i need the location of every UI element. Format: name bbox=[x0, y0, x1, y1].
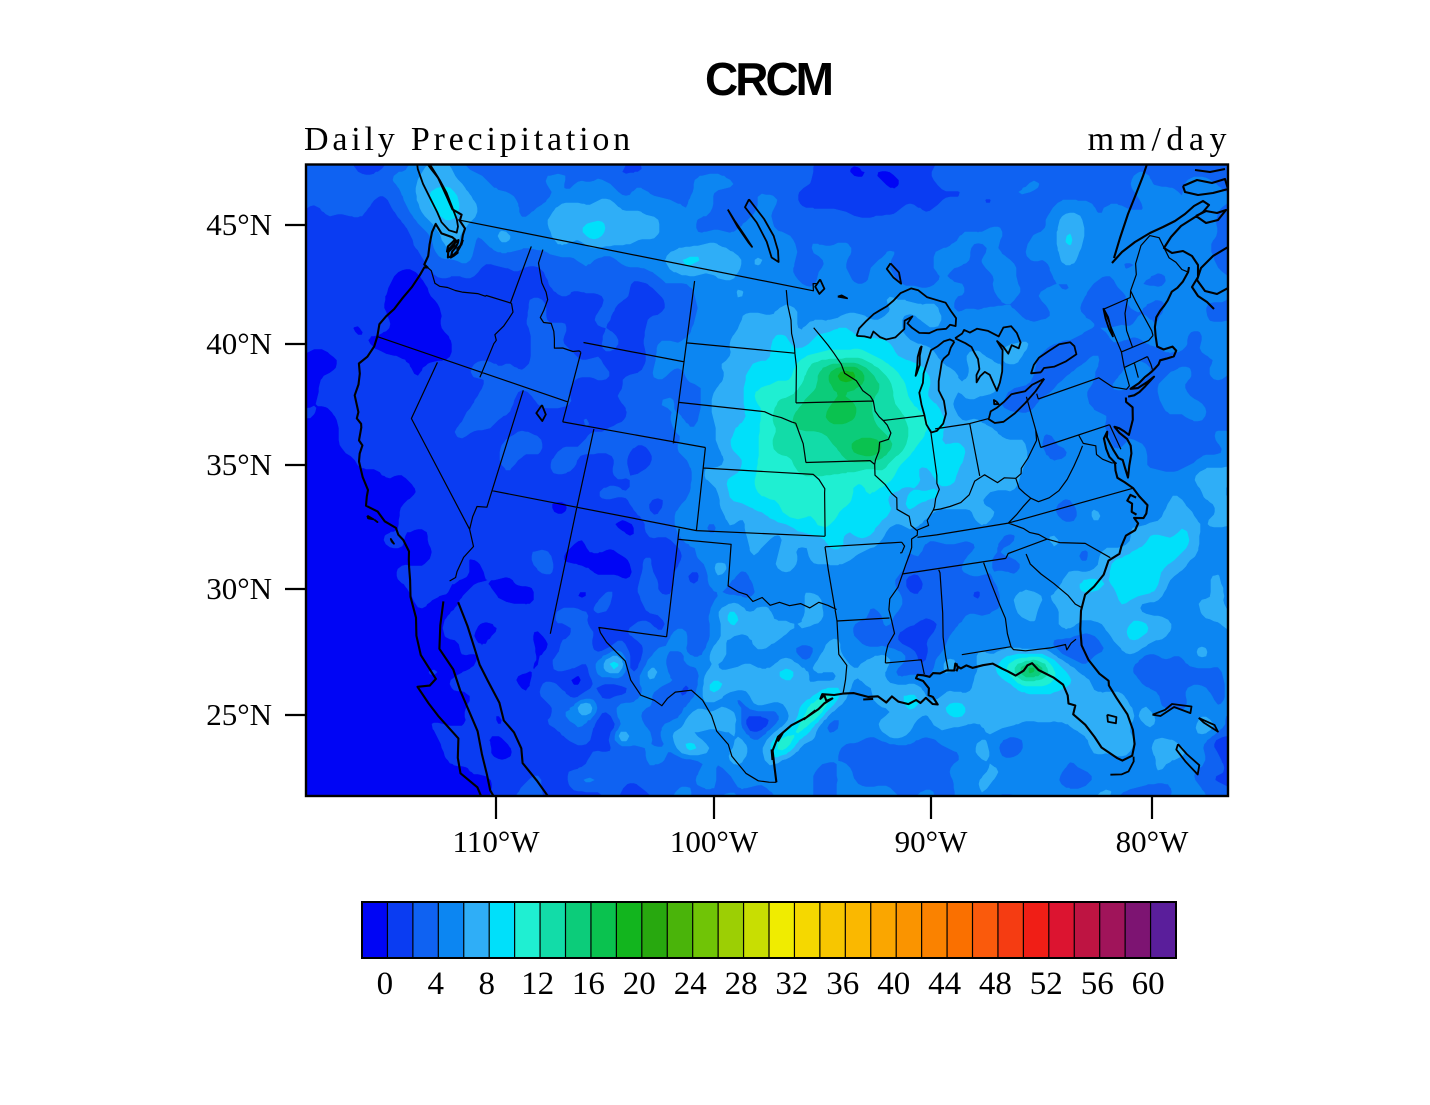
svg-text:25°N: 25°N bbox=[206, 697, 272, 732]
svg-text:CRCM: CRCM bbox=[705, 53, 832, 105]
svg-text:44: 44 bbox=[928, 966, 961, 1002]
svg-text:40: 40 bbox=[877, 966, 910, 1002]
svg-text:20: 20 bbox=[623, 966, 656, 1002]
svg-text:56: 56 bbox=[1081, 966, 1114, 1002]
svg-text:16: 16 bbox=[572, 966, 605, 1002]
svg-text:36: 36 bbox=[826, 966, 859, 1002]
svg-text:60: 60 bbox=[1132, 966, 1165, 1002]
svg-text:100°W: 100°W bbox=[670, 824, 759, 859]
svg-text:30°N: 30°N bbox=[206, 571, 272, 606]
svg-text:35°N: 35°N bbox=[206, 447, 272, 482]
svg-text:Daily Precipitation: Daily Precipitation bbox=[304, 121, 634, 158]
svg-text:45°N: 45°N bbox=[206, 207, 272, 242]
svg-text:12: 12 bbox=[521, 966, 554, 1002]
svg-text:80°W: 80°W bbox=[1116, 824, 1189, 859]
svg-text:4: 4 bbox=[428, 966, 445, 1002]
svg-text:40°N: 40°N bbox=[206, 326, 272, 361]
svg-text:0: 0 bbox=[377, 966, 394, 1002]
svg-text:48: 48 bbox=[979, 966, 1012, 1002]
svg-text:110°W: 110°W bbox=[452, 824, 540, 859]
svg-text:24: 24 bbox=[674, 966, 707, 1002]
svg-text:90°W: 90°W bbox=[895, 824, 968, 859]
svg-text:52: 52 bbox=[1030, 966, 1063, 1002]
svg-text:8: 8 bbox=[478, 966, 495, 1002]
svg-text:32: 32 bbox=[775, 966, 808, 1002]
svg-text:28: 28 bbox=[725, 966, 758, 1002]
svg-text:mm/day: mm/day bbox=[1088, 121, 1232, 158]
